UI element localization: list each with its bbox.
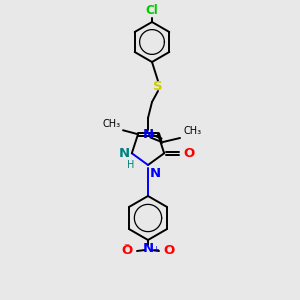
Text: N: N bbox=[142, 242, 154, 254]
Text: CH₃: CH₃ bbox=[183, 126, 201, 136]
Text: O: O bbox=[183, 147, 194, 160]
Text: O: O bbox=[122, 244, 133, 257]
Text: N: N bbox=[142, 128, 154, 140]
Text: N: N bbox=[119, 147, 130, 160]
Text: H: H bbox=[127, 160, 134, 170]
Text: CH₃: CH₃ bbox=[103, 119, 121, 129]
Text: S: S bbox=[153, 80, 163, 92]
Text: ⁻: ⁻ bbox=[123, 242, 129, 254]
Text: Cl: Cl bbox=[146, 4, 158, 17]
Text: +: + bbox=[152, 245, 159, 254]
Text: N: N bbox=[150, 167, 161, 180]
Text: O: O bbox=[163, 244, 174, 257]
